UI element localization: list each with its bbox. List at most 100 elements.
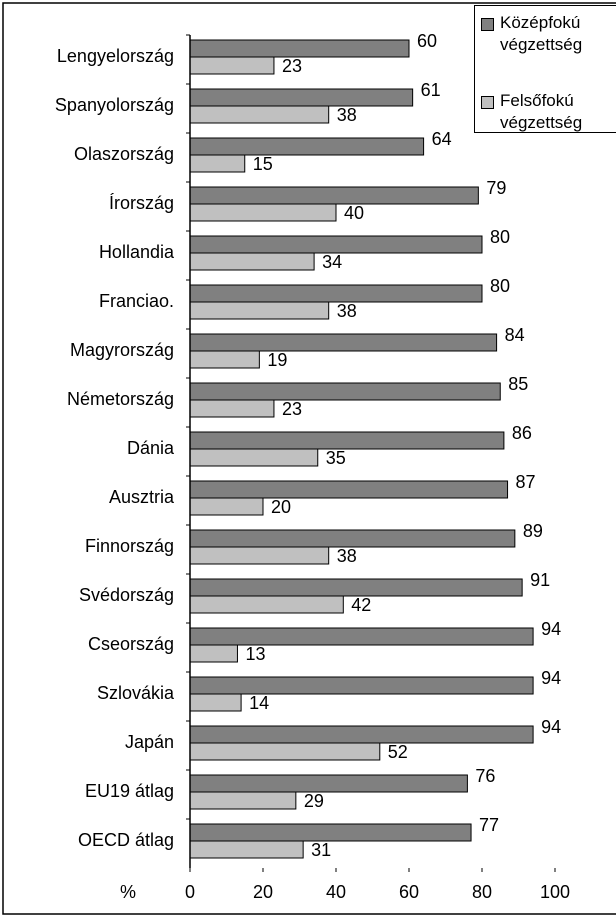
x-tick-label: 40	[326, 882, 346, 902]
y-tick-label: Magyrország	[70, 340, 174, 360]
bar	[189, 382, 501, 401]
bar	[189, 333, 498, 352]
bar	[189, 284, 483, 303]
data-label: 15	[253, 154, 273, 174]
x-tick-label: 100	[540, 882, 570, 902]
data-label: 13	[245, 644, 265, 664]
y-tick-label: Olaszország	[74, 144, 174, 164]
bar	[189, 676, 534, 695]
data-label: 76	[475, 766, 495, 786]
y-tick-label: Spanyolország	[55, 95, 174, 115]
data-label: 80	[490, 227, 510, 247]
data-label: 77	[479, 815, 499, 835]
bar	[189, 644, 238, 663]
y-tick-label: Japán	[125, 732, 174, 752]
bar	[189, 399, 275, 418]
bar	[189, 137, 425, 156]
bar	[189, 693, 242, 712]
y-tick-label: Svédország	[79, 585, 174, 605]
y-tick-label: Írország	[109, 193, 174, 213]
data-label: 86	[512, 423, 532, 443]
bar	[189, 480, 509, 499]
bar	[189, 627, 534, 646]
bar	[189, 105, 330, 124]
data-label: 23	[282, 56, 302, 76]
data-label: 64	[432, 129, 452, 149]
data-label: 60	[417, 31, 437, 51]
bar	[189, 823, 472, 842]
data-label: 29	[304, 791, 324, 811]
data-label: 34	[322, 252, 342, 272]
bar	[189, 301, 330, 320]
y-tick-label: Lengyelország	[57, 46, 174, 66]
x-tick-label: 80	[472, 882, 492, 902]
y-tick-label: Finnország	[85, 536, 174, 556]
bar	[189, 578, 523, 597]
data-label: 38	[337, 546, 357, 566]
x-tick-label: 60	[399, 882, 419, 902]
bar	[189, 742, 381, 761]
data-label: 80	[490, 276, 510, 296]
legend-entry: Középfokú végzettség	[481, 12, 616, 56]
data-label: 38	[337, 105, 357, 125]
data-label: 89	[523, 521, 543, 541]
data-label: 20	[271, 497, 291, 517]
legend-entry: Felsőfokú végzettség	[481, 90, 616, 134]
data-label: 94	[541, 619, 561, 639]
legend-label: Felsőfokú végzettség	[500, 91, 583, 132]
data-label: 84	[505, 325, 525, 345]
y-tick-label: EU19 átlag	[85, 781, 174, 801]
y-tick-label: Cseország	[88, 634, 174, 654]
y-tick-label: Dánia	[127, 438, 175, 458]
data-label: 31	[311, 840, 331, 860]
bar	[189, 595, 344, 614]
y-tick-label: Franciao.	[99, 291, 174, 311]
bar	[189, 840, 304, 859]
data-label: 87	[516, 472, 536, 492]
data-label: 42	[351, 595, 371, 615]
bar	[189, 56, 275, 75]
data-label: 40	[344, 203, 364, 223]
bar	[189, 39, 410, 58]
bar	[189, 448, 319, 467]
data-label: 52	[388, 742, 408, 762]
data-label: 94	[541, 668, 561, 688]
legend: Középfokú végzettség Felsőfokú végzettség	[474, 5, 616, 133]
bar	[189, 725, 534, 744]
bar	[189, 203, 337, 222]
data-label: 23	[282, 399, 302, 419]
bar	[189, 186, 479, 205]
x-tick-label: 0	[185, 882, 195, 902]
data-label: 85	[508, 374, 528, 394]
bar	[189, 497, 264, 516]
bar	[189, 791, 297, 810]
bar	[189, 529, 516, 548]
x-axis-label: %	[120, 882, 136, 902]
legend-swatch	[481, 18, 494, 31]
data-label: 61	[421, 80, 441, 100]
data-label: 94	[541, 717, 561, 737]
bar	[189, 252, 315, 271]
bar	[189, 774, 468, 793]
bar	[189, 88, 414, 107]
bar	[189, 350, 260, 369]
bar	[189, 235, 483, 254]
y-tick-label: Hollandia	[99, 242, 175, 262]
legend-label: Középfokú végzettség	[500, 13, 583, 54]
y-tick-label: Ausztria	[109, 487, 175, 507]
data-label: 35	[326, 448, 346, 468]
bar	[189, 154, 246, 173]
bar	[189, 431, 505, 450]
data-label: 19	[267, 350, 287, 370]
data-label: 38	[337, 301, 357, 321]
y-tick-label: Németország	[67, 389, 174, 409]
data-label: 79	[486, 178, 506, 198]
legend-swatch	[481, 96, 494, 109]
y-tick-label: Szlovákia	[97, 683, 175, 703]
y-tick-label: OECD átlag	[78, 830, 174, 850]
bar	[189, 546, 330, 565]
data-label: 91	[530, 570, 550, 590]
x-tick-label: 20	[253, 882, 273, 902]
